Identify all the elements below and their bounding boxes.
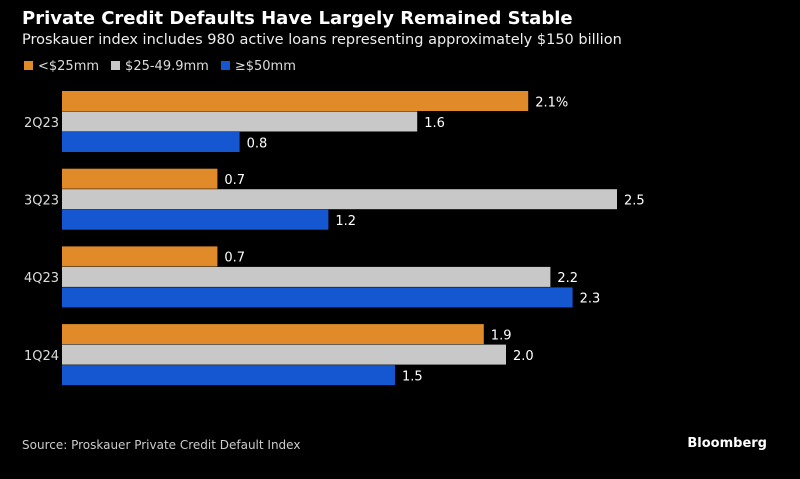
- legend-swatch: [220, 61, 230, 70]
- category-label: 2Q23: [24, 116, 59, 131]
- data-label: 0.8: [247, 136, 268, 151]
- legend-label: ≥$50mm: [234, 59, 296, 74]
- data-label: 1.5: [402, 369, 423, 384]
- category-label: 1Q24: [24, 349, 59, 364]
- data-label: 1.2: [335, 214, 356, 229]
- data-label: 0.7: [224, 251, 245, 266]
- bar: [62, 344, 506, 365]
- legend-swatch: [24, 61, 33, 70]
- bar: [62, 132, 240, 152]
- bar: [62, 168, 218, 189]
- legend-label: <$25mm: [38, 59, 100, 74]
- bar: [62, 365, 395, 386]
- data-label: 2.2: [557, 271, 578, 286]
- source-note: Source: Proskauer Private Credit Default…: [22, 438, 301, 452]
- data-label: 0.7: [224, 173, 245, 188]
- data-label: 1.6: [424, 116, 445, 131]
- bar: [62, 266, 551, 287]
- bar: [62, 111, 418, 132]
- legend: <$25mm $25-49.9mm ≥$50mm: [24, 59, 296, 74]
- category-label: 3Q23: [24, 193, 59, 208]
- bar: [62, 324, 484, 345]
- bar: [62, 287, 573, 308]
- chart-subtitle: Proskauer index includes 980 active loan…: [22, 32, 622, 48]
- bar: [62, 209, 329, 230]
- category-label: 4Q23: [24, 271, 59, 286]
- chart-title: Private Credit Defaults Have Largely Rem…: [22, 8, 573, 29]
- bar: [62, 189, 617, 210]
- data-label: 2.5: [624, 193, 645, 208]
- legend-item: <$25mm: [24, 59, 99, 74]
- bar: [62, 91, 529, 111]
- data-label: 2.3: [580, 292, 601, 307]
- data-label: 1.9: [491, 328, 512, 343]
- bar: [62, 246, 218, 267]
- legend-item: $25-49.9mm: [111, 59, 209, 74]
- legend-item: ≥$50mm: [220, 59, 296, 74]
- legend-swatch: [111, 61, 121, 70]
- data-label: 2.0: [513, 349, 534, 364]
- legend-label: $25-49.9mm: [125, 59, 209, 74]
- data-label: 2.1%: [535, 95, 568, 110]
- bloomberg-logo: Bloomberg: [687, 436, 767, 451]
